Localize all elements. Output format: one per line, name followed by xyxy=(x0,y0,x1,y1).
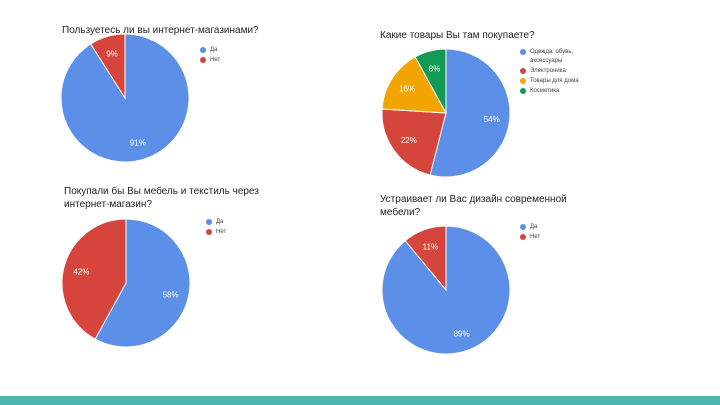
chart-1-legend: Да Нет xyxy=(200,46,220,66)
legend-label: Одежда, обувь, аксессуары xyxy=(530,49,574,64)
legend-dot-icon xyxy=(200,57,206,63)
legend-label: Нет xyxy=(210,57,221,63)
chart-2-slice-label-4: 8% xyxy=(429,64,441,73)
chart-2-slice-label-1: 54% xyxy=(484,115,500,124)
legend-dot-icon xyxy=(520,88,526,94)
legend-dot-icon xyxy=(520,234,526,240)
chart-2-legend-item-3: Товары для дома xyxy=(520,77,590,86)
legend-label: Нет xyxy=(216,229,227,235)
chart-2-legend-item-2: Электроника xyxy=(520,67,590,76)
chart-3-slice-label-2: 42% xyxy=(73,268,89,277)
chart-3-slice-label-1: 58% xyxy=(163,290,179,299)
chart-2-slice-label-3: 16% xyxy=(399,84,415,93)
legend-label: Товары для дома xyxy=(530,78,579,84)
chart-2-slice-2 xyxy=(381,108,447,176)
chart-1-slice-2 xyxy=(90,33,126,100)
chart-4-legend-item-2: Нет xyxy=(520,233,540,242)
legend-dot-icon xyxy=(206,219,212,225)
chart-2-slice-1 xyxy=(429,48,511,178)
legend-dot-icon xyxy=(520,68,526,74)
legend-dot-icon xyxy=(206,229,212,235)
chart-4-slice-label-2: 11% xyxy=(423,243,438,252)
chart-1-title: Пользуетесь ли вы интернет-магазинами? xyxy=(62,25,259,36)
chart-1-slice-label-1: 91% xyxy=(130,138,146,147)
footer-bar xyxy=(0,396,720,405)
chart-3-legend: Да Нет xyxy=(206,218,226,238)
chart-2-title: Какие товары Вы там покупаете? xyxy=(380,30,535,41)
chart-4-slice-2 xyxy=(404,225,447,292)
chart-4-title: Устраивает ли Вас дизайн современной меб… xyxy=(380,194,567,218)
chart-3-title: Покупали бы Вы мебель и текстиль через и… xyxy=(64,186,259,210)
chart-2-slice-label-2: 22% xyxy=(401,136,417,145)
chart-3-legend-item-1: Да xyxy=(206,218,226,227)
legend-label: Электроника xyxy=(530,68,566,74)
chart-2-legend-item-4: Косметика xyxy=(520,87,590,96)
legend-label: Косметика xyxy=(530,88,560,94)
legend-label: Нет xyxy=(530,234,541,240)
chart-1-legend-item-1: Да xyxy=(200,46,220,55)
chart-4-legend: Да Нет xyxy=(520,223,540,243)
chart-2-slice-3 xyxy=(381,56,447,114)
chart-4-legend-item-1: Да xyxy=(520,223,540,232)
chart-2-legend: Одежда, обувь, аксессуары Электроника Това… xyxy=(520,48,590,97)
legend-dot-icon xyxy=(520,78,526,84)
chart-2-legend-item-1: Одежда, обувь, аксессуары xyxy=(520,48,590,66)
chart-3-slice-2 xyxy=(61,218,127,340)
chart-2-slice-4 xyxy=(414,48,447,114)
legend-dot-icon xyxy=(200,47,206,53)
chart-1-slice-label-2: 9% xyxy=(106,50,118,59)
legend-dot-icon xyxy=(520,224,526,230)
legend-label: Да xyxy=(530,224,538,230)
chart-1-legend-item-2: Нет xyxy=(200,56,220,65)
chart-4-slice-label-1: 89% xyxy=(454,329,470,338)
legend-label: Да xyxy=(210,47,218,53)
legend-label: Да xyxy=(216,219,224,225)
chart-3-slice-1 xyxy=(94,218,191,348)
chart-3-legend-item-2: Нет xyxy=(206,228,226,237)
legend-dot-icon xyxy=(520,49,526,55)
